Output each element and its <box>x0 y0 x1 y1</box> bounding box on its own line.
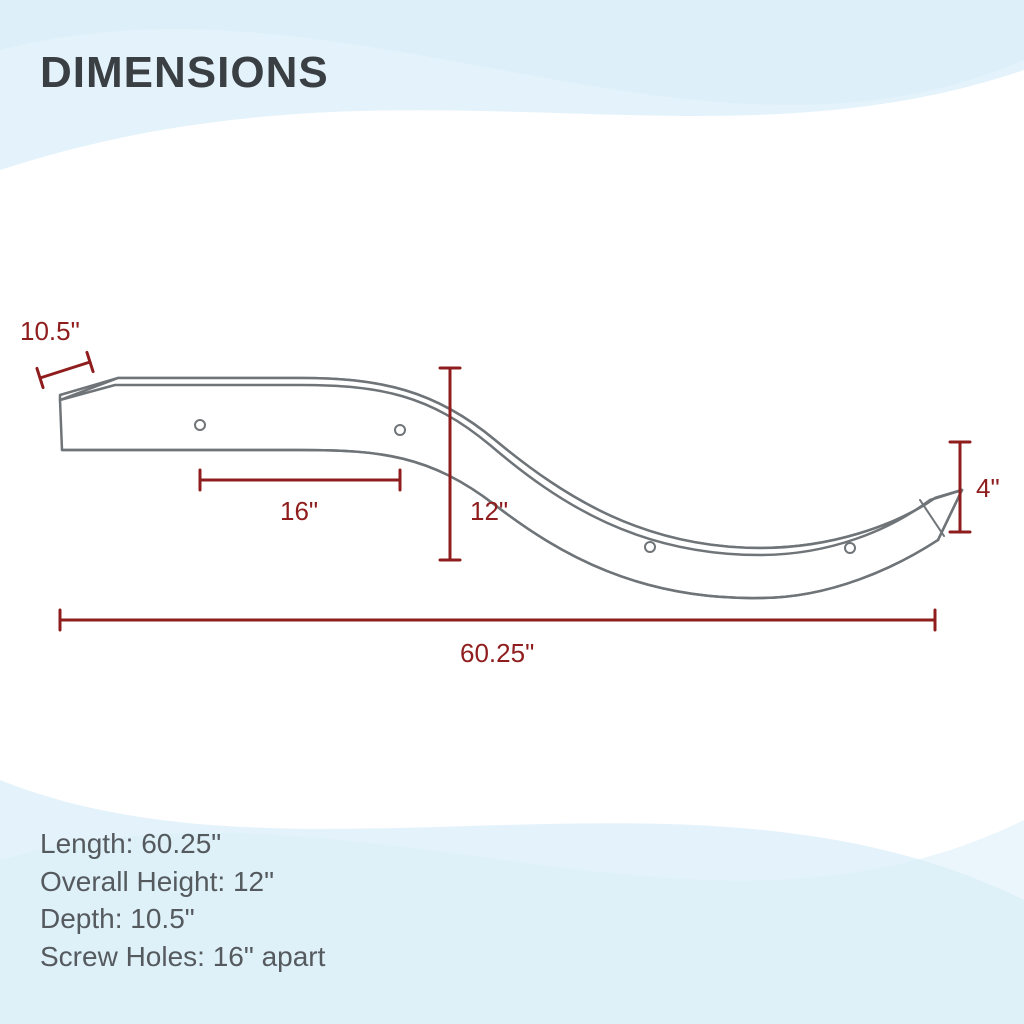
dim-depth-label: 10.5" <box>20 316 80 347</box>
product-front-face <box>60 378 962 598</box>
page-title: DIMENSIONS <box>40 48 329 98</box>
spec-line: Length: 60.25" <box>40 825 325 863</box>
spec-line: Overall Height: 12" <box>40 863 325 901</box>
dim-depth <box>40 362 90 378</box>
dim-screw-spacing-label: 16" <box>280 496 318 527</box>
spec-line: Screw Holes: 16" apart <box>40 938 325 976</box>
dim-length-label: 60.25" <box>460 638 534 669</box>
dimensions-infographic: DIMENSIONS 10.5" 16" 12" 4" 60.25" Lengt… <box>0 0 1024 1024</box>
dim-end-height-label: 4" <box>976 473 1000 504</box>
spec-line: Depth: 10.5" <box>40 900 325 938</box>
dim-height-label: 12" <box>470 496 508 527</box>
spec-list: Length: 60.25"Overall Height: 12"Depth: … <box>40 825 325 976</box>
